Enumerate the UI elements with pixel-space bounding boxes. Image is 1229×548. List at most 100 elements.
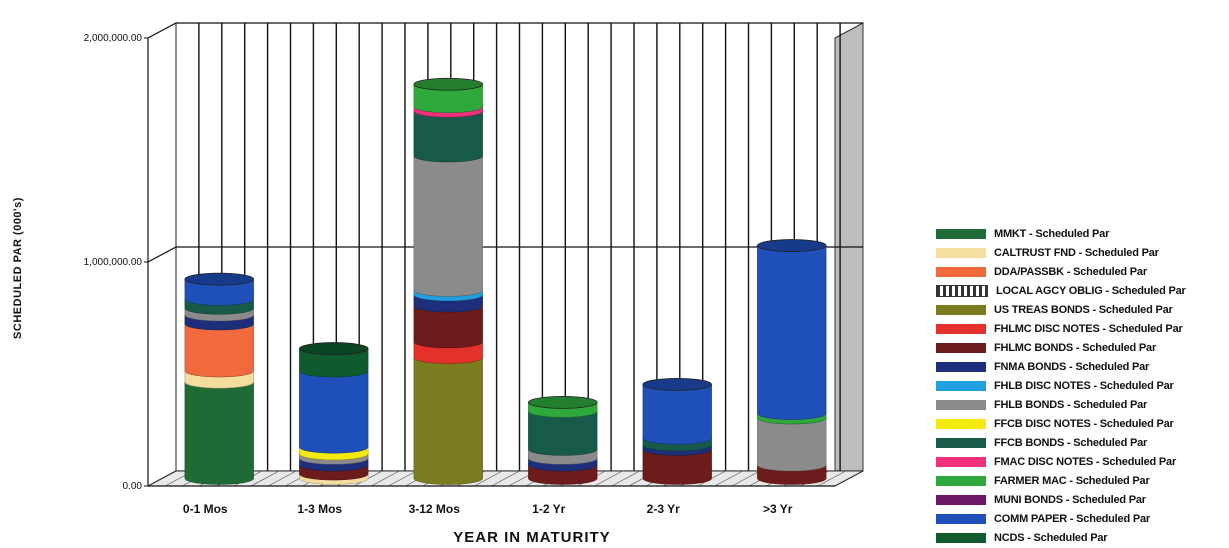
legend-swatch	[936, 247, 986, 258]
y-tick-label: 1,000,000.00	[84, 257, 143, 268]
y-tick-label: 2,000,000.00	[84, 33, 143, 44]
legend-item: FHLMC DISC NOTES - Scheduled Par	[936, 319, 1226, 338]
bar-stack	[642, 378, 713, 485]
floor-hatch	[371, 470, 400, 487]
legend-item: NCDS - Scheduled Par	[936, 528, 1226, 547]
bar-segment	[528, 411, 598, 456]
x-axis-title: YEAR IN MATURITY	[453, 529, 610, 546]
bar-cap	[757, 239, 827, 252]
legend-swatch	[936, 304, 986, 315]
bar-cap	[184, 272, 254, 286]
floor-hatch	[388, 470, 417, 487]
legend-item: FNMA BONDS - Scheduled Par	[936, 357, 1226, 376]
legend-label: FFCB DISC NOTES - Scheduled Par	[994, 417, 1174, 430]
x-tick-label: 2-3 Yr	[647, 502, 680, 516]
x-tick-label: 1-3 Mos	[297, 502, 342, 516]
horizontal-gridline	[147, 246, 863, 263]
legend-item: FHLB DISC NOTES - Scheduled Par	[936, 376, 1226, 395]
bar-segment	[757, 417, 827, 472]
y-axis: 0.00 1,000,000.00 2,000,000.00	[84, 33, 149, 492]
legend-swatch	[936, 342, 986, 353]
x-tick-label: 0-1 Mos	[183, 502, 228, 516]
y-axis-title: SCHEDULED PAR (000's)	[12, 197, 24, 339]
bar-segment	[184, 323, 254, 378]
legend-item: FHLMC BONDS - Scheduled Par	[936, 338, 1226, 357]
legend-swatch	[936, 266, 986, 277]
floor-hatch	[268, 470, 297, 487]
bar-segment	[757, 245, 827, 420]
legend-label: DDA/PASSBK - Scheduled Par	[994, 265, 1147, 278]
x-tick-label: 1-2 Yr	[532, 502, 565, 516]
legend-item: US TREAS BONDS - Scheduled Par	[936, 300, 1226, 319]
floor-hatch	[731, 470, 761, 487]
legend-item: FHLB BONDS - Scheduled Par	[936, 395, 1226, 414]
legend-swatch	[936, 361, 986, 372]
x-tick-label: >3 Yr	[763, 502, 793, 516]
legend-item: CALTRUST FND - Scheduled Par	[936, 243, 1226, 262]
legend-swatch	[936, 418, 986, 429]
legend-swatch	[936, 228, 986, 239]
bar-stack	[528, 395, 598, 485]
floor-hatch	[611, 470, 640, 487]
legend-label: FARMER MAC - Scheduled Par	[994, 474, 1150, 487]
bar-stack	[413, 77, 483, 485]
floor-hatch	[474, 470, 503, 487]
x-tick-label: 3-12 Mos	[409, 502, 461, 516]
legend-item: DDA/PASSBK - Scheduled Par	[936, 262, 1226, 281]
bars	[184, 77, 827, 485]
legend-label: NCDS - Scheduled Par	[994, 531, 1108, 544]
legend-swatch	[936, 532, 986, 543]
legend-label: US TREAS BONDS - Scheduled Par	[994, 303, 1173, 316]
legend-label: FHLMC BONDS - Scheduled Par	[994, 341, 1157, 354]
x-axis: 0-1 Mos 1-3 Mos 3-12 Mos 1-2 Yr 2-3 Yr >3 Yr	[148, 485, 835, 516]
bar-stack	[298, 342, 369, 485]
legend-label: COMM PAPER - Scheduled Par	[994, 512, 1150, 525]
legend-swatch	[936, 323, 986, 334]
legend-swatch	[936, 475, 986, 486]
bar-segment	[413, 111, 483, 163]
bar-segment	[184, 382, 254, 485]
legend-swatch	[936, 437, 986, 448]
legend-swatch	[936, 456, 986, 467]
legend: MMKT - Scheduled Par CALTRUST FND - Sched…	[936, 224, 1226, 547]
bar-cap	[298, 342, 369, 355]
bar-stack	[757, 239, 827, 485]
side-wall-panel	[834, 22, 864, 487]
legend-label: FNMA BONDS - Scheduled Par	[994, 360, 1150, 373]
legend-item: COMM PAPER - Scheduled Par	[936, 509, 1226, 528]
legend-label: FHLMC DISC NOTES - Scheduled Par	[994, 322, 1183, 335]
floor-hatch	[594, 470, 623, 487]
bar-segment	[413, 305, 483, 349]
legend-swatch	[936, 284, 988, 297]
legend-item: LOCAL AGCY OBLIG - Scheduled Par	[936, 281, 1226, 300]
bar-segment	[642, 384, 712, 445]
legend-label: FHLB DISC NOTES - Scheduled Par	[994, 379, 1174, 392]
legend-item: MUNI BONDS - Scheduled Par	[936, 490, 1226, 509]
bar-segment	[413, 155, 483, 297]
floor-hatch	[817, 470, 846, 487]
bar-cap	[413, 77, 483, 91]
legend-label: LOCAL AGCY OBLIG - Scheduled Par	[996, 284, 1186, 297]
bar-cap	[528, 395, 598, 409]
chart-floor	[147, 470, 864, 487]
legend-label: FHLB BONDS - Scheduled Par	[994, 398, 1148, 411]
bar-segment	[413, 357, 483, 485]
legend-item: FMAC DISC NOTES - Scheduled Par	[936, 452, 1226, 471]
legend-swatch	[936, 513, 986, 524]
bar-segment	[299, 370, 369, 454]
legend-label: FFCB BONDS - Scheduled Par	[994, 436, 1148, 449]
legend-label: MMKT - Scheduled Par	[994, 227, 1110, 240]
y-tick-label: 0.00	[123, 481, 143, 492]
legend-item: FFCB DISC NOTES - Scheduled Par	[936, 414, 1226, 433]
legend-item: FFCB BONDS - Scheduled Par	[936, 433, 1226, 452]
bar-stack	[184, 272, 254, 485]
floor-hatch	[714, 470, 743, 487]
legend-item: FARMER MAC - Scheduled Par	[936, 471, 1226, 490]
legend-label: CALTRUST FND - Scheduled Par	[994, 246, 1159, 259]
legend-label: FMAC DISC NOTES - Scheduled Par	[994, 455, 1177, 468]
legend-swatch	[936, 494, 986, 505]
legend-swatch	[936, 380, 986, 391]
floor-hatch	[250, 470, 280, 487]
horizontal-gridline	[147, 22, 863, 39]
